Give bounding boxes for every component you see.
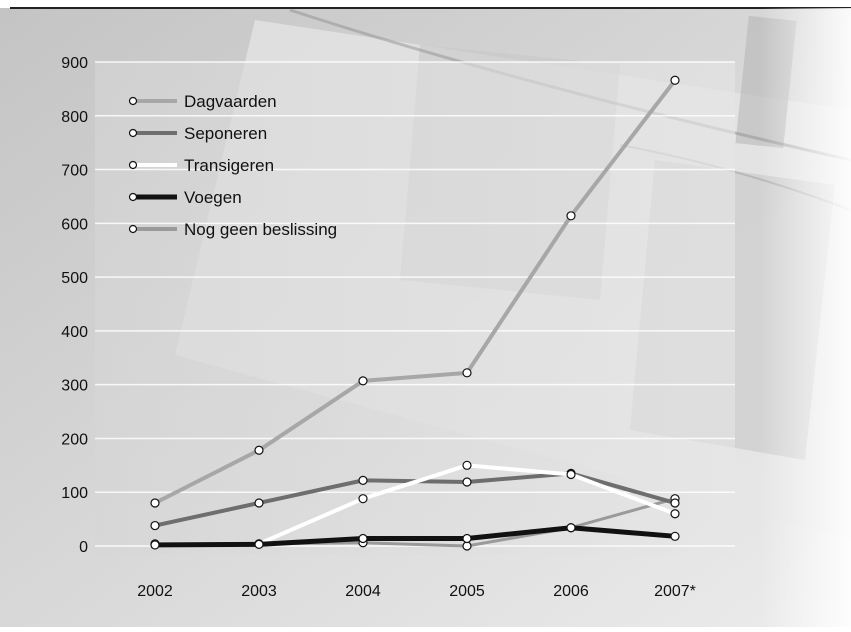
legend-marker (130, 130, 137, 137)
legend-label: Nog geen beslissing (184, 220, 337, 239)
legend-marker (130, 194, 137, 201)
legend-label: Transigeren (184, 156, 274, 175)
data-point (671, 499, 679, 507)
y-tick-label: 200 (61, 431, 88, 448)
x-tick-label: 2005 (449, 583, 485, 600)
data-point (567, 212, 575, 220)
data-point (463, 542, 471, 550)
data-point (255, 499, 263, 507)
data-point (567, 470, 575, 478)
data-point (255, 540, 263, 548)
legend-label: Voegen (184, 188, 242, 207)
legend-marker (130, 162, 137, 169)
data-point (463, 369, 471, 377)
y-tick-label: 700 (61, 163, 88, 180)
y-tick-label: 300 (61, 378, 88, 395)
data-point (567, 524, 575, 532)
y-tick-label: 100 (61, 485, 88, 502)
x-tick-label: 2007* (654, 583, 696, 600)
y-tick-label: 600 (61, 216, 88, 233)
data-point (463, 534, 471, 542)
data-point (671, 76, 679, 84)
data-point (151, 541, 159, 549)
data-point (359, 534, 367, 542)
data-point (359, 495, 367, 503)
data-point (359, 377, 367, 385)
y-tick-label: 0 (79, 539, 88, 556)
y-tick-label: 400 (61, 324, 88, 341)
x-tick-label: 2006 (553, 583, 589, 600)
data-point (671, 510, 679, 518)
legend-marker (130, 98, 137, 105)
y-tick-label: 500 (61, 270, 88, 287)
y-tick-label: 800 (61, 109, 88, 126)
data-point (255, 446, 263, 454)
data-point (151, 499, 159, 507)
x-tick-label: 2004 (345, 583, 381, 600)
x-tick-label: 2003 (241, 583, 277, 600)
legend-label: Dagvaarden (184, 92, 277, 111)
data-point (671, 532, 679, 540)
x-tick-label: 2002 (137, 583, 173, 600)
data-point (359, 476, 367, 484)
legend-marker (130, 226, 137, 233)
data-point (463, 461, 471, 469)
data-point (463, 478, 471, 486)
legend-label: Seponeren (184, 124, 267, 143)
y-tick-label: 900 (61, 55, 88, 72)
data-point (151, 522, 159, 530)
